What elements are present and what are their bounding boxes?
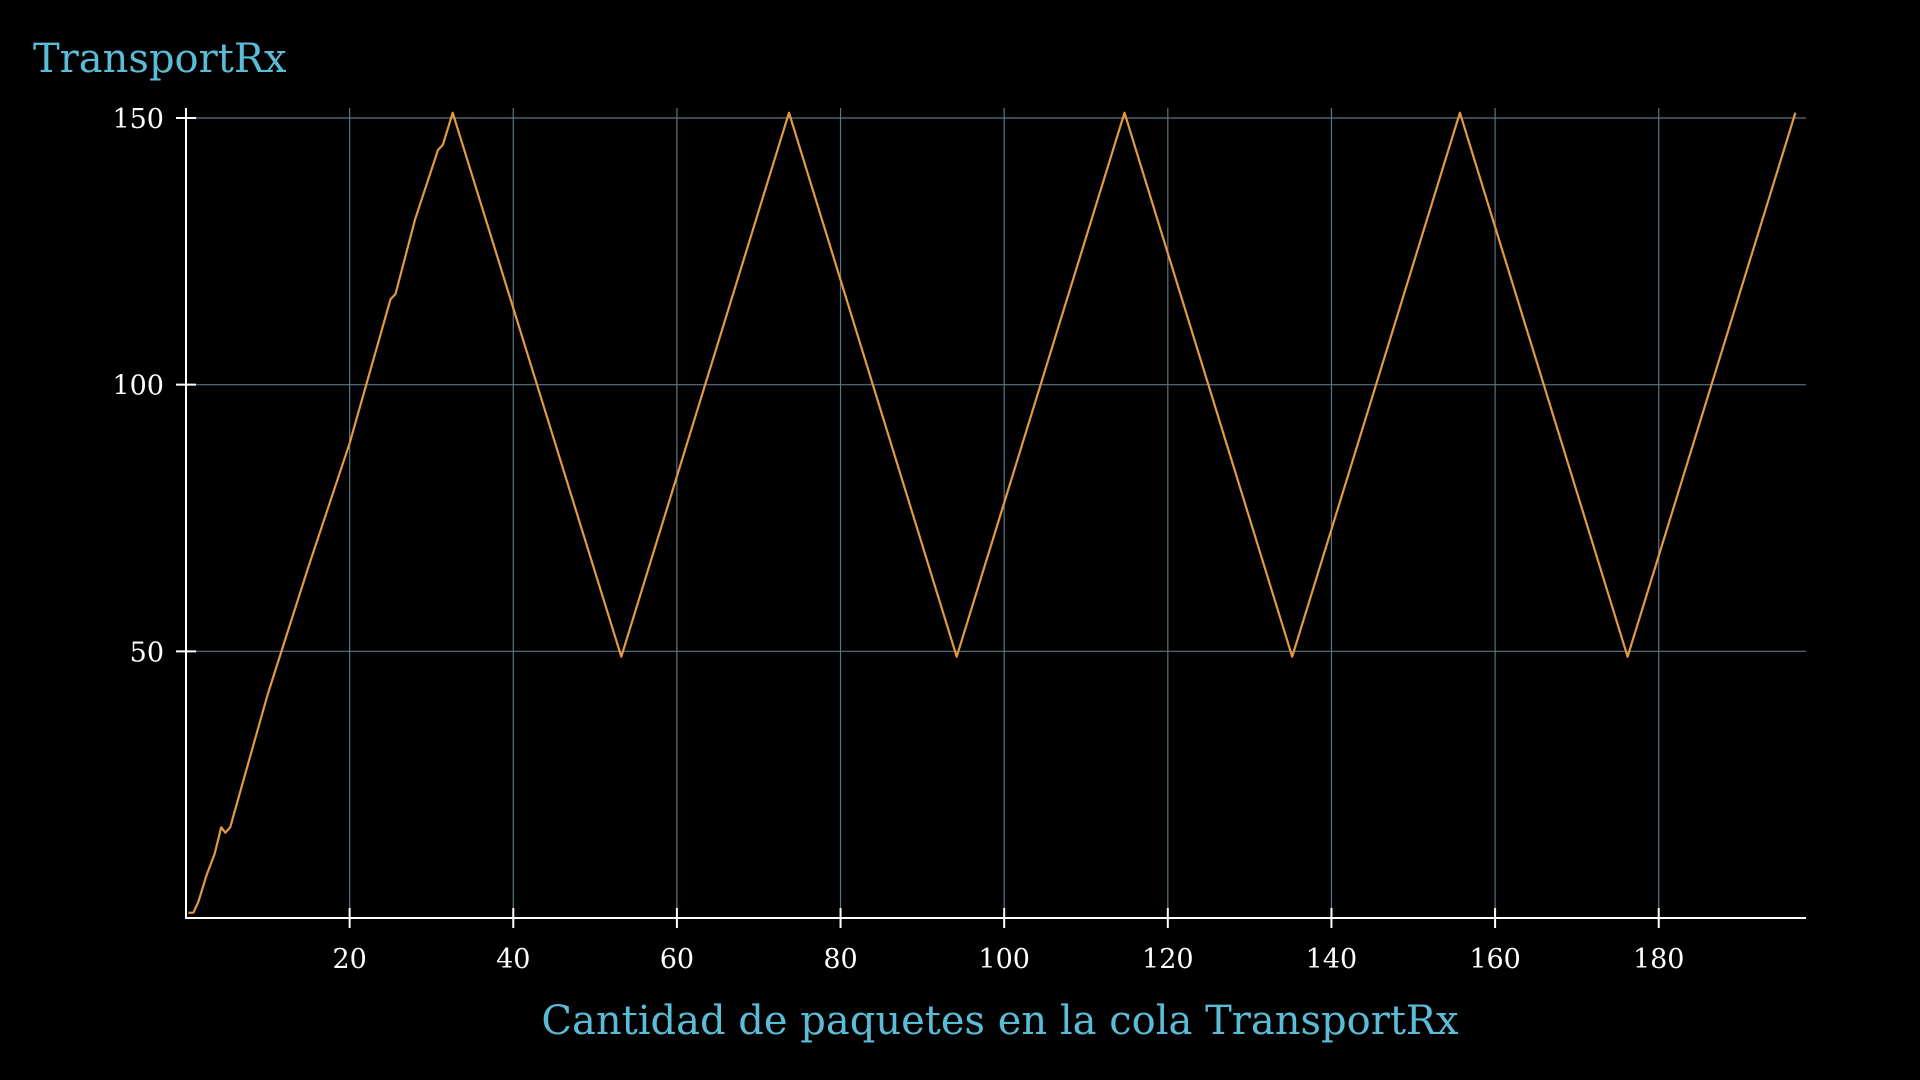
x-tick-label: 40 xyxy=(496,944,530,975)
axis-layer: 20 40 60 80 100 120 140 160 180 50 100 150 xyxy=(112,104,1806,975)
series-layer xyxy=(188,111,1797,914)
x-tick-label: 60 xyxy=(660,944,694,975)
x-tick-label: 100 xyxy=(978,944,1030,975)
y-tick-label: 150 xyxy=(112,104,164,135)
x-tick-label: 180 xyxy=(1633,944,1685,975)
x-tick-label: 140 xyxy=(1306,944,1358,975)
x-tick-label: 160 xyxy=(1469,944,1521,975)
x-tick-label: 120 xyxy=(1142,944,1194,975)
x-tick-label: 80 xyxy=(823,944,857,975)
y-tick-label: 50 xyxy=(130,637,164,668)
chart-title: TransportRx xyxy=(33,36,287,82)
grid-layer xyxy=(186,108,1806,918)
x-axis-label: Cantidad de paquetes en la cola Transpor… xyxy=(541,998,1459,1044)
x-tick-label: 20 xyxy=(332,944,366,975)
series-line-0 xyxy=(188,111,1797,914)
y-tick-label: 100 xyxy=(112,371,164,402)
